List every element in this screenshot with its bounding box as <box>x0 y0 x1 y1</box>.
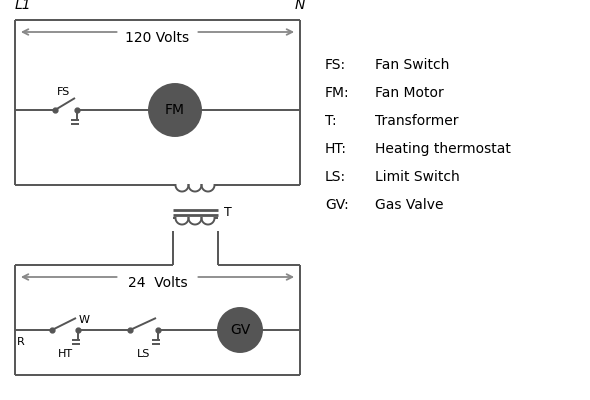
Text: Fan Switch: Fan Switch <box>375 58 450 72</box>
Text: LS:: LS: <box>325 170 346 184</box>
Text: Limit Switch: Limit Switch <box>375 170 460 184</box>
Text: T:: T: <box>325 114 337 128</box>
Text: LS: LS <box>137 349 150 359</box>
Text: R: R <box>17 337 25 347</box>
Text: T: T <box>225 206 232 220</box>
Text: HT:: HT: <box>325 142 347 156</box>
Text: Fan Motor: Fan Motor <box>375 86 444 100</box>
Circle shape <box>218 308 262 352</box>
Text: Gas Valve: Gas Valve <box>375 198 444 212</box>
Text: Heating thermostat: Heating thermostat <box>375 142 511 156</box>
Text: FS:: FS: <box>325 58 346 72</box>
Text: FM:: FM: <box>325 86 350 100</box>
Text: FS: FS <box>57 87 71 97</box>
Text: L1: L1 <box>15 0 32 12</box>
Text: FM: FM <box>165 103 185 117</box>
Text: HT: HT <box>57 349 73 359</box>
Text: GV: GV <box>230 323 250 337</box>
Text: W: W <box>78 315 90 325</box>
Circle shape <box>149 84 201 136</box>
Text: Transformer: Transformer <box>375 114 458 128</box>
Text: GV:: GV: <box>325 198 349 212</box>
Text: 24  Volts: 24 Volts <box>127 276 187 290</box>
Text: 120 Volts: 120 Volts <box>126 31 189 45</box>
Text: N: N <box>295 0 305 12</box>
